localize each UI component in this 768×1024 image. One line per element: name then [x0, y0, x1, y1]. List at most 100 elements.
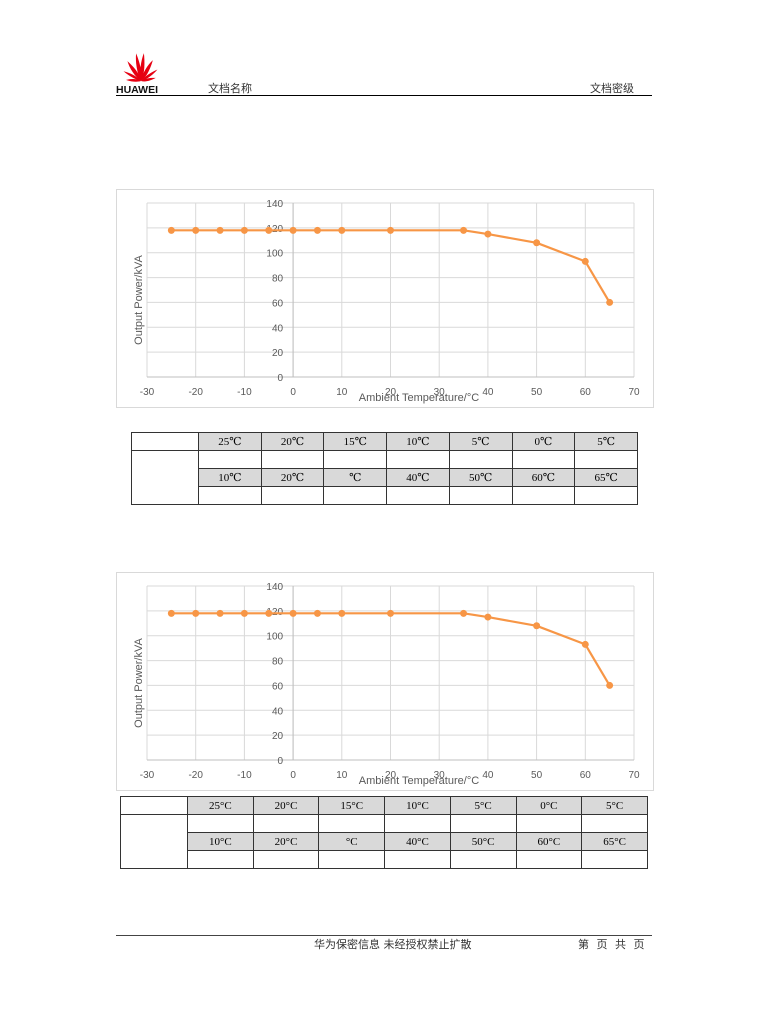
table-cell	[260, 450, 325, 469]
table-row: 10℃ 20℃ ℃ 40℃ 50℃ 60℃ 65℃	[132, 468, 638, 487]
data-point-marker	[338, 609, 346, 617]
temperature-table-1: 25℃ 20℃ 15℃ 10℃ 5℃ 0℃ 5℃ 10℃ 20℃ ℃ 40℃ 5…	[131, 432, 638, 505]
x-tick-label: 0	[290, 387, 296, 398]
table-cell	[384, 814, 451, 833]
y-tick-label: 20	[272, 731, 284, 742]
table-cell: °C	[318, 832, 386, 851]
table-cell: 60℃	[511, 468, 576, 487]
data-point-marker	[606, 681, 614, 689]
table-cell	[198, 450, 262, 469]
x-tick-label: 10	[336, 387, 348, 398]
table-row: 25°C 20°C 15°C 10°C 5°C 0°C 5°C	[120, 796, 648, 815]
x-tick-label: 30	[434, 770, 446, 781]
table-cell	[187, 850, 254, 869]
data-point-marker	[387, 226, 394, 234]
y-tick-label: 100	[266, 249, 283, 260]
table-row	[131, 450, 638, 505]
data-point-marker	[192, 609, 200, 617]
x-tick-label: 0	[290, 770, 296, 781]
derating-chart-1: 0 20 40 60 80 100 120 140 -30 -20 -10 0 10 20 30 40 50 60…	[116, 189, 654, 408]
page-number: 第 页 共 页	[578, 938, 645, 951]
data-point-marker	[216, 226, 224, 234]
data-point-marker	[265, 226, 273, 234]
y-tick-label: 60	[272, 681, 284, 692]
table-cell: 50°C	[449, 832, 517, 851]
table-cell: 10℃	[198, 468, 262, 487]
table-cell: 0℃	[511, 432, 576, 451]
x-axis-title: Ambient Temperature/°C	[359, 775, 479, 787]
x-tick-label: -10	[237, 770, 252, 781]
y-tick-label: 20	[272, 348, 284, 359]
x-axis-title: Ambient Temperature/°C	[359, 392, 479, 404]
data-point-marker	[216, 609, 224, 617]
data-point-marker	[265, 609, 273, 617]
data-point-marker	[313, 226, 321, 234]
y-tick-label: 40	[272, 323, 284, 334]
table-cell	[131, 432, 199, 451]
data-point-marker	[338, 226, 346, 234]
data-point-marker	[289, 226, 297, 234]
table-cell	[449, 814, 517, 833]
y-tick-label: 100	[266, 632, 283, 643]
table-cell: 5°C	[581, 796, 648, 815]
table-cell	[574, 450, 638, 469]
table-cell	[318, 814, 386, 833]
table-cell: 10°C	[187, 832, 254, 851]
x-tick-label: -30	[140, 387, 155, 398]
data-point-marker	[533, 239, 541, 247]
confidentiality-notice: 华为保密信息 未经授权禁止扩散	[314, 938, 472, 951]
huawei-flower-icon: HUAWEI	[116, 53, 158, 96]
data-point-marker	[240, 609, 248, 617]
table-cell	[187, 814, 254, 833]
data-point-marker	[313, 609, 321, 617]
y-tick-label: 140	[266, 582, 283, 593]
data-point-marker	[581, 257, 589, 265]
table-row	[121, 850, 648, 869]
table-cell: 15℃	[323, 432, 388, 451]
huawei-logo: HUAWEI	[116, 48, 166, 96]
data-point-marker	[167, 609, 175, 617]
x-tick-label: 70	[628, 770, 640, 781]
x-tick-label: 10	[336, 770, 348, 781]
data-point-marker	[606, 298, 614, 306]
document-name: 文档名称	[208, 82, 252, 95]
table-cell: 10°C	[384, 796, 451, 815]
header-divider	[116, 95, 652, 96]
table-cell: 65°C	[581, 832, 648, 851]
x-tick-label: 30	[434, 387, 446, 398]
table-cell: 0°C	[515, 796, 583, 815]
table-cell: 20℃	[260, 432, 325, 451]
x-tick-label: 20	[385, 770, 397, 781]
y-tick-label: 40	[272, 706, 284, 717]
x-tick-label: -10	[237, 387, 252, 398]
table-cell: 60°C	[515, 832, 583, 851]
table-cell	[581, 850, 648, 869]
data-point-marker	[484, 230, 492, 238]
series-line	[171, 612, 611, 686]
x-tick-label: 70	[628, 387, 640, 398]
table-cell: 5°C	[449, 796, 517, 815]
data-point-marker	[460, 609, 468, 617]
table-cell	[384, 850, 451, 869]
x-tick-label: 20	[385, 387, 397, 398]
data-point-marker	[167, 226, 175, 234]
data-point-marker	[533, 622, 541, 630]
x-tick-label: 50	[531, 387, 543, 398]
table-cell: 25°C	[187, 796, 254, 815]
table-cell	[581, 814, 648, 833]
table-cell	[386, 486, 450, 505]
y-tick-label: 0	[278, 756, 284, 767]
table-cell	[449, 850, 517, 869]
table-cell	[252, 814, 320, 833]
table-cell: 5℃	[448, 432, 513, 451]
table-cell	[515, 850, 583, 869]
temperature-table-2: 25°C 20°C 15°C 10°C 5°C 0°C 5°C 10°C 20°…	[120, 796, 648, 869]
y-tick-label: 0	[278, 373, 284, 384]
data-point-marker	[460, 226, 468, 234]
table-cell: 20°C	[252, 832, 320, 851]
data-point-marker	[387, 609, 394, 617]
table-row: 10°C 20°C °C 40°C 50°C 60°C 65°C	[121, 832, 648, 851]
table-cell	[448, 486, 513, 505]
